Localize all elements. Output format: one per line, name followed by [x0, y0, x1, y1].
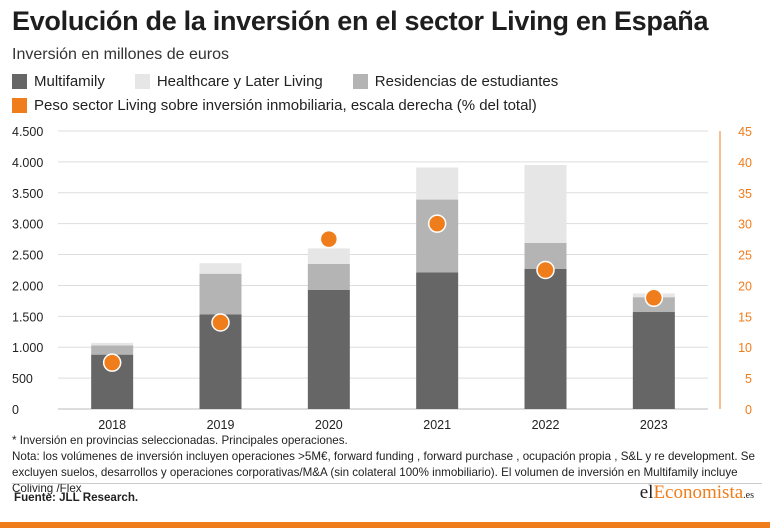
- x-tick-label: 2020: [315, 418, 343, 430]
- y-tick-label: 1.500: [12, 310, 43, 324]
- point-peso-living: [427, 214, 447, 233]
- y-tick-label: 2.000: [12, 279, 43, 293]
- publisher-logo: elEconomista.es: [640, 482, 754, 504]
- legend-label-healthcare: Healthcare y Later Living: [156, 72, 323, 90]
- chart-subtitle: Inversión en millones de euros: [12, 46, 230, 63]
- y-right-tick-label: 15: [738, 310, 752, 324]
- legend-swatch-healthcare: [134, 73, 150, 89]
- bar-multifamily: [524, 268, 567, 409]
- bar-multifamily: [632, 312, 675, 409]
- y-tick-label: 500: [12, 372, 33, 386]
- point-peso-living: [644, 288, 664, 308]
- y-tick-label: 0: [12, 403, 19, 417]
- legend-row-series: Multifamily Healthcare y Later Living Re…: [12, 69, 762, 93]
- legend-item-peso: Peso sector Living sobre inversión inmob…: [12, 97, 537, 114]
- bar-healthcare: [524, 164, 567, 243]
- y-right-tick-label: 0: [745, 403, 752, 417]
- bar-healthcare: [199, 263, 242, 274]
- y-right-tick-label: 5: [745, 372, 752, 386]
- bottom-accent-bar: [0, 522, 770, 528]
- bar-healthcare: [91, 342, 134, 346]
- chart-plot: 0 0 500 5 1.000 10 1.500 15 2.000 20 2.500 25 3.000 3…: [12, 125, 752, 430]
- note-methodology: Nota: los volúmenes de inversión incluye…: [12, 450, 755, 495]
- point-peso-living: [536, 260, 555, 280]
- legend-swatch-peso: [12, 97, 27, 113]
- chart-source: Fuente: JLL Research.: [14, 491, 139, 504]
- y-right-tick-label: 40: [738, 156, 752, 170]
- legend-item-multifamily: Multifamily: [12, 73, 105, 90]
- legend-swatch-multifamily: [12, 73, 27, 89]
- y-right-tick-label: 20: [738, 279, 752, 293]
- legend-label-multifamily: Multifamily: [34, 72, 105, 90]
- bar-multifamily: [416, 272, 459, 409]
- bar-healthcare: [307, 248, 350, 264]
- y-right-tick-label: 25: [738, 249, 752, 263]
- y-tick-label: 3.000: [12, 218, 43, 232]
- point-peso-living: [102, 353, 122, 372]
- y-right-tick-label: 35: [738, 187, 752, 201]
- y-tick-label: 3.500: [12, 187, 43, 201]
- legend-item-healthcare: Healthcare y Later Living: [134, 72, 323, 90]
- bar-healthcare: [416, 167, 459, 200]
- note-provinces: * Inversión en provincias seleccionadas.…: [12, 434, 348, 447]
- legend-swatch-residencias: [352, 73, 368, 89]
- chart-notes: * Inversión en provincias seleccionadas.…: [12, 433, 762, 497]
- y-tick-label: 1.000: [12, 341, 43, 355]
- bar-residencias: [91, 345, 134, 355]
- bar-residencias: [416, 199, 459, 273]
- point-peso-living: [319, 229, 339, 249]
- point-peso-living: [211, 313, 230, 332]
- y-tick-label: 4.000: [12, 156, 43, 170]
- chart-title: Evolución de la inversión en el sector L…: [12, 6, 709, 36]
- logo-accent: Economista: [653, 482, 744, 503]
- y-right-tick-label: 10: [738, 341, 752, 355]
- x-tick-label: 2018: [98, 418, 126, 430]
- logo-pre: el: [639, 482, 654, 503]
- bar-residencias: [307, 263, 350, 290]
- x-tick-label: 2021: [423, 418, 451, 430]
- logo-tld: .es: [743, 490, 754, 501]
- y-right-tick-label: 30: [738, 218, 752, 232]
- bar-multifamily: [307, 289, 350, 409]
- y-right-tick-label: 45: [738, 125, 752, 139]
- x-tick-label: 2019: [207, 418, 235, 430]
- x-tick-label: 2022: [532, 418, 560, 430]
- y-tick-label: 2.500: [12, 249, 43, 263]
- legend-item-residencias: Residencias de estudiantes: [352, 72, 559, 90]
- legend-label-peso: Peso sector Living sobre inversión inmob…: [34, 96, 537, 114]
- legend-label-residencias: Residencias de estudiantes: [374, 72, 559, 90]
- legend-row-peso: Peso sector Living sobre inversión inmob…: [12, 93, 762, 117]
- y-tick-label: 4.500: [12, 125, 43, 139]
- footer-divider: [12, 483, 762, 484]
- legend: Multifamily Healthcare y Later Living Re…: [12, 69, 762, 117]
- bar-residencias: [199, 273, 242, 315]
- x-tick-label: 2023: [640, 418, 668, 430]
